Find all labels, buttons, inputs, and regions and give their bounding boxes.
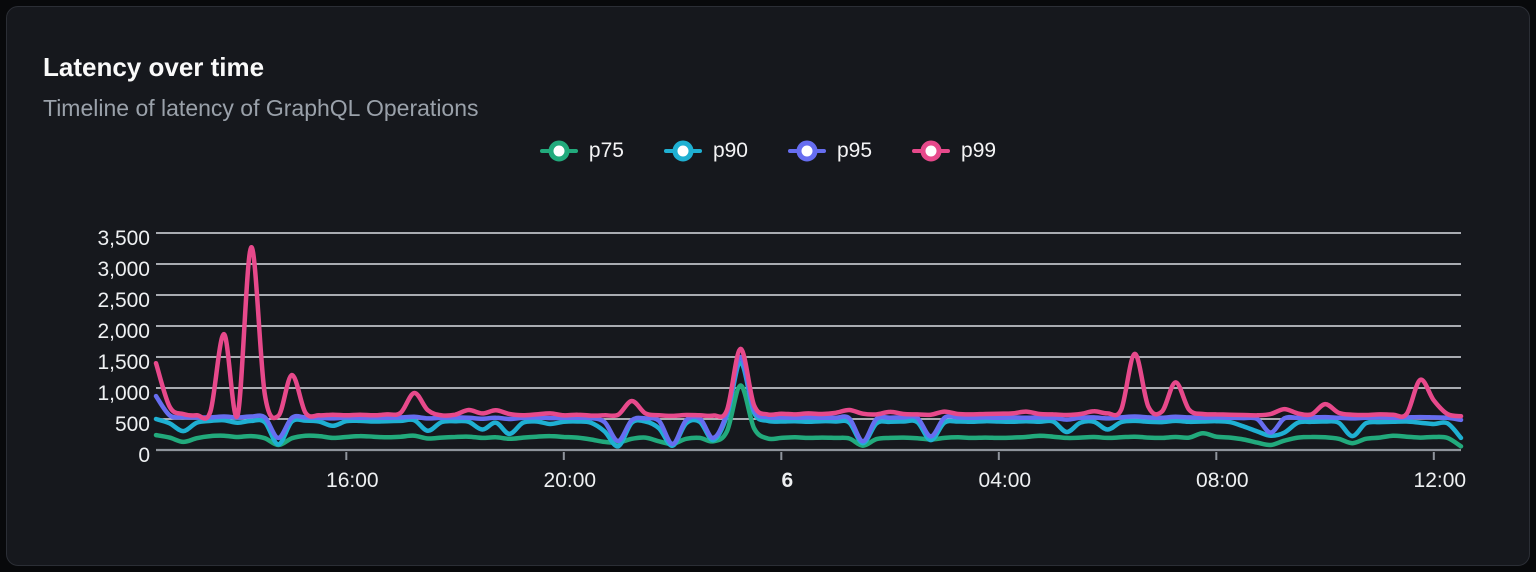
legend-dot-icon [548, 140, 570, 162]
legend-dot-icon [672, 140, 694, 162]
series-line-p95 [153, 354, 1464, 447]
page-title: Latency over time [43, 52, 265, 82]
series-line-p90 [153, 360, 1464, 449]
latency-chart [153, 232, 1464, 460]
legend-item-p95[interactable]: p95 [788, 139, 872, 163]
legend-label: p95 [837, 139, 873, 162]
series-line-p75 [153, 383, 1464, 449]
legend-dot-icon [796, 140, 818, 162]
latency-card: Latency over time Timeline of latency of… [6, 6, 1530, 566]
series-line-p99 [153, 245, 1464, 421]
legend-marker-icon [663, 140, 702, 162]
legend: p75 p90 p95 p99 [7, 139, 1529, 163]
legend-item-p90[interactable]: p90 [663, 139, 748, 163]
legend-dot-icon [920, 140, 942, 162]
page-subtitle: Timeline of latency of GraphQL Operation… [43, 95, 479, 121]
legend-marker-icon [539, 140, 578, 162]
grid-layer [156, 232, 1461, 460]
legend-marker-icon [912, 140, 951, 162]
legend-label: p99 [961, 139, 997, 162]
legend-label: p75 [588, 139, 624, 162]
legend-item-p99[interactable]: p99 [912, 139, 996, 163]
legend-item-p75[interactable]: p75 [539, 139, 624, 163]
series-layer [153, 245, 1464, 449]
legend-label: p90 [712, 139, 748, 162]
legend-marker-icon [788, 140, 826, 162]
